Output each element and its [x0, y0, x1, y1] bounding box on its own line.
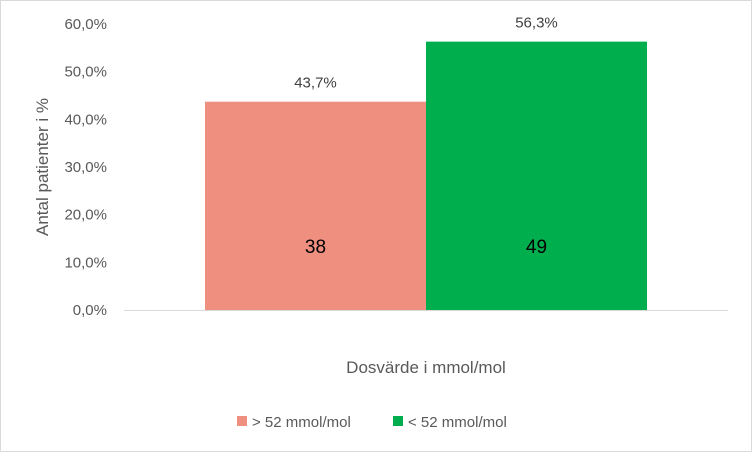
bar — [205, 101, 426, 311]
y-axis-title: Antal patienter i % — [33, 98, 52, 236]
y-axis-ticks: 0,0% 10,0% 20,0% 30,0% 40,0% 50,0% 60,0% — [64, 16, 107, 319]
bar-count-label: 38 — [305, 237, 326, 258]
y-tick-label: 20,0% — [64, 207, 107, 224]
y-tick-label: 40,0% — [64, 111, 107, 128]
y-tick-label: 60,0% — [64, 16, 107, 33]
legend-label: < 52 mmol/mol — [408, 414, 507, 431]
bar — [426, 41, 647, 311]
bar-count-label: 49 — [526, 237, 547, 258]
y-tick-label: 50,0% — [64, 64, 107, 81]
bar-percent-label: 56,3% — [515, 15, 558, 32]
x-axis-title: Dosvärde i mmol/mol — [346, 358, 506, 377]
bar-percent-label: 43,7% — [294, 75, 337, 92]
y-tick-label: 0,0% — [73, 302, 107, 319]
legend-label: > 52 mmol/mol — [252, 414, 351, 431]
y-tick-label: 30,0% — [64, 159, 107, 176]
legend-swatch — [237, 416, 247, 426]
legend-swatch — [393, 416, 403, 426]
bars: 43,7% 38 56,3% 49 — [205, 15, 647, 311]
legend: > 52 mmol/mol < 52 mmol/mol — [237, 414, 507, 431]
y-tick-label: 10,0% — [64, 254, 107, 271]
